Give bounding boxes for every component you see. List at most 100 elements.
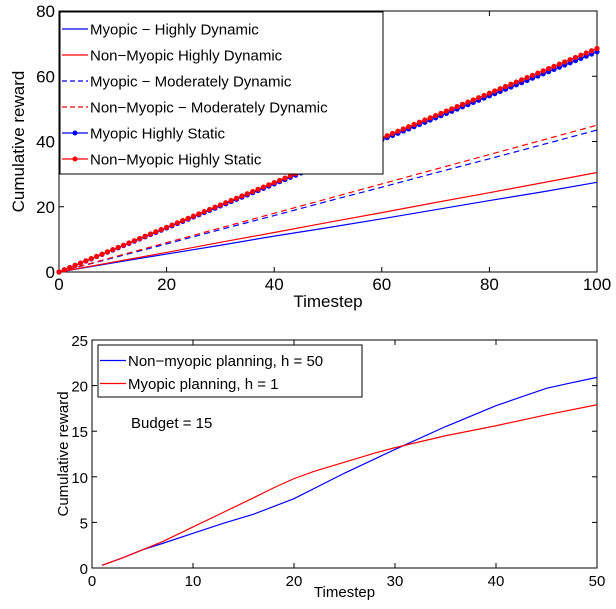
legend-label-3: Myopic − Moderately Dynamic — [90, 74, 292, 91]
legend: Non−myopic planning, h = 50 Myopic planni… — [97, 344, 363, 398]
x-tick-label: 60 — [372, 275, 391, 294]
series-6-marker — [459, 101, 466, 107]
y-axis-label: Cumulative reward — [55, 391, 72, 516]
series-line-4 — [58, 124, 598, 273]
series-line-2 — [101, 404, 598, 566]
series-6-marker — [567, 57, 573, 63]
y-tick-label: 20 — [36, 198, 55, 217]
series-6-marker — [513, 79, 519, 85]
series-6-marker — [497, 86, 503, 92]
series-6-marker — [589, 48, 595, 54]
series-6-marker — [276, 177, 283, 183]
series-6-marker — [476, 95, 482, 101]
chart-2: 0 10 20 30 40 50 0 5 10 15 20 25 Timestep Cumulative … — [55, 333, 605, 601]
series-6-marker — [433, 112, 439, 119]
series-6-marker — [416, 119, 423, 125]
series-6-marker — [250, 188, 256, 195]
series-6-marker — [465, 99, 471, 105]
x-tick-label: 10 — [185, 573, 202, 590]
legend-label-1: Myopic − Highly Dynamic — [90, 22, 259, 39]
series-6-marker — [142, 233, 148, 239]
y-tick-label: 15 — [71, 424, 88, 441]
x-tick-label: 20 — [286, 573, 303, 590]
legend-label-2: Myopic planning, h = 1 — [128, 376, 279, 393]
x-tick-label: 80 — [480, 275, 499, 294]
series-6-marker — [153, 229, 159, 235]
x-tick-label: 20 — [157, 275, 176, 294]
series-6-marker — [174, 220, 180, 226]
series-6-marker — [94, 253, 100, 259]
y-tick-label: 10 — [71, 470, 88, 487]
series-6-marker — [260, 184, 267, 190]
series-6-marker — [56, 269, 62, 275]
x-tick-label: 0 — [54, 275, 63, 294]
x-tick-label: 30 — [387, 573, 404, 590]
series-6-marker — [519, 77, 525, 83]
series-6-marker — [217, 202, 223, 208]
x-axis-label: Timestep — [314, 584, 375, 601]
series-6-marker — [190, 213, 197, 219]
series-6-marker — [88, 255, 94, 262]
series-6-marker — [266, 182, 272, 188]
series-6-marker — [470, 97, 476, 103]
series-6-marker — [502, 83, 509, 90]
series-6-marker — [233, 195, 240, 201]
legend-box — [97, 344, 363, 398]
series-6-marker — [164, 224, 170, 230]
series-line-3 — [58, 129, 598, 273]
series-6-marker — [529, 72, 536, 78]
annotation-text: Budget = 15 — [131, 415, 212, 432]
series-6-marker — [524, 74, 530, 81]
y-tick-label: 80 — [36, 2, 55, 21]
legend-label-2: Non−Myopic Highly Dynamic — [90, 48, 283, 65]
series-6-marker — [72, 262, 78, 268]
series-6-marker — [137, 235, 143, 242]
y-tick-label: 40 — [36, 133, 55, 152]
series-6-marker — [406, 124, 412, 130]
series-6-marker — [158, 226, 164, 233]
series-6-marker — [255, 186, 261, 192]
series-6-marker — [110, 247, 116, 253]
y-tick-label: 0 — [46, 263, 55, 282]
series-6-marker — [147, 231, 154, 237]
x-tick-label: 100 — [583, 275, 611, 294]
series-6-marker — [427, 115, 433, 121]
series-6-marker — [185, 215, 191, 221]
series-6-marker — [578, 52, 584, 58]
series-6-marker — [384, 133, 390, 139]
legend-marker-5 — [72, 130, 78, 136]
legend-label-4: Non−Myopic − Moderately Dynamic — [90, 100, 328, 117]
series-6-marker — [508, 81, 514, 87]
series-6-marker — [83, 258, 89, 264]
y-tick-label: 5 — [80, 515, 88, 532]
series-6-marker — [594, 45, 600, 52]
series-6-marker — [411, 121, 417, 128]
series-6-marker — [207, 206, 213, 213]
series-6-marker — [551, 63, 557, 69]
series-line-2 — [58, 171, 598, 273]
y-tick-label: 25 — [71, 333, 88, 350]
legend-box — [59, 11, 384, 175]
series-6-marker — [572, 54, 579, 61]
series-6-marker — [104, 249, 111, 255]
series-6-marker — [120, 242, 127, 248]
series-6-marker — [61, 267, 67, 273]
series-6-marker — [99, 251, 105, 257]
series-6-marker — [180, 217, 186, 224]
x-tick-label: 40 — [488, 573, 505, 590]
series-6-marker — [67, 264, 73, 271]
legend-label-6: Non−Myopic Highly Static — [90, 152, 262, 169]
y-axis-label: Cumulative reward — [9, 71, 28, 213]
series-6-marker — [389, 130, 396, 137]
legend-marker-6 — [72, 156, 78, 162]
series-6-marker — [556, 61, 562, 67]
series-line-1 — [58, 181, 598, 273]
y-tick-label: 20 — [71, 379, 88, 396]
series-6-marker — [126, 240, 132, 246]
series-6-marker — [201, 209, 207, 215]
y-tick-label: 60 — [36, 67, 55, 86]
series-6-marker — [492, 88, 498, 94]
series-6-marker — [400, 126, 406, 132]
